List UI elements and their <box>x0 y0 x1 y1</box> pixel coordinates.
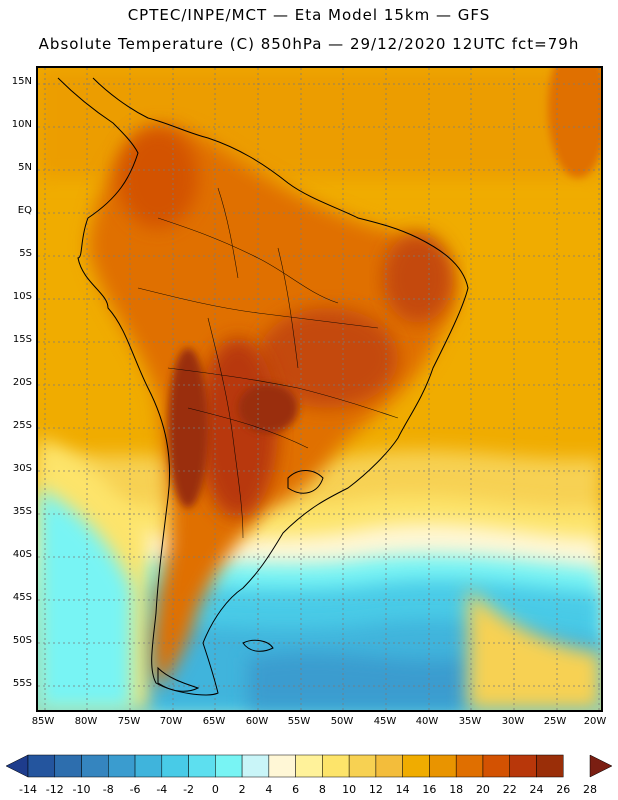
colorbar-label: 28 <box>583 783 597 796</box>
colorbar-cell <box>482 754 510 778</box>
lon-label: 75W <box>117 716 141 727</box>
lon-label: 55W <box>287 716 311 727</box>
colorbar-cell <box>322 754 350 778</box>
lon-label: 35W <box>458 716 482 727</box>
lon-label: 80W <box>74 716 98 727</box>
lon-label: 65W <box>202 716 226 727</box>
colorbar-label: -12 <box>45 783 64 796</box>
colorbar-label: 12 <box>368 783 383 796</box>
colorbar-cell <box>134 754 163 778</box>
colorbar-cell <box>241 754 270 778</box>
colorbar-cell <box>161 754 189 778</box>
map-grid <box>38 68 601 710</box>
colorbar-label: -8 <box>102 783 114 796</box>
lat-label: 35S <box>12 506 32 517</box>
lon-label: 40W <box>415 716 439 727</box>
colorbar-label: 8 <box>318 783 326 796</box>
coastline <box>57 77 469 696</box>
lon-label: 50W <box>330 716 354 727</box>
colorbar-label: 22 <box>502 783 517 796</box>
lat-label: 20S <box>12 377 32 388</box>
colorbar-label: 6 <box>292 783 300 796</box>
colorbar-cell <box>215 754 243 778</box>
lon-label: 45W <box>373 716 397 727</box>
colorbar-cell <box>348 754 377 778</box>
colorbar-low-arrow <box>6 754 29 778</box>
colorbar <box>6 754 612 778</box>
colorbar-label: 16 <box>422 783 437 796</box>
colorbar-label: 14 <box>395 783 410 796</box>
colorbar-cell <box>536 754 564 778</box>
colorbar-label: 10 <box>342 783 357 796</box>
lon-label: 85W <box>31 716 55 727</box>
lon-label: 30W <box>501 716 525 727</box>
lat-label: 55S <box>12 678 32 689</box>
colorbar-label: -6 <box>129 783 141 796</box>
lat-label: EQ <box>17 205 32 216</box>
colorbar-cell <box>429 754 457 778</box>
colorbar-label: -14 <box>19 783 37 796</box>
colorbar-cells <box>27 754 564 778</box>
lat-label: 50S <box>12 635 32 646</box>
colorbar-label: -10 <box>72 783 91 796</box>
lat-label: 5S <box>19 248 32 259</box>
lat-label: 40S <box>12 549 32 560</box>
colorbar-label: 26 <box>556 783 571 796</box>
lon-label: 60W <box>245 716 269 727</box>
lat-label: 30S <box>12 463 32 474</box>
colorbar-cell <box>509 754 537 778</box>
colorbar-label: 0 <box>211 783 219 796</box>
colorbar-label: 2 <box>238 783 246 796</box>
field-sa-tongue <box>468 588 601 710</box>
colorbar-cell <box>295 754 323 778</box>
temperature-map <box>36 66 603 712</box>
lat-label: 5N <box>18 162 32 173</box>
lat-label: 10S <box>12 291 32 302</box>
land-hot-ne-brazil <box>383 233 453 323</box>
colorbar-cell <box>81 754 109 778</box>
colorbar-cell <box>455 754 484 778</box>
field-ne-hot <box>548 68 601 178</box>
lon-label: 20W <box>583 716 607 727</box>
colorbar-label: -2 <box>183 783 195 796</box>
colorbar-high-arrow <box>589 754 612 778</box>
colorbar-cell <box>27 754 56 778</box>
colorbar-label: -4 <box>156 783 168 796</box>
country-borders <box>137 187 399 539</box>
chart-subtitle: Absolute Temperature (C) 850hPa — 29/12/… <box>38 35 580 53</box>
colorbar-cell <box>375 754 403 778</box>
lon-label: 25W <box>543 716 567 727</box>
field-band-m6 <box>248 653 468 710</box>
colorbar-label: 4 <box>265 783 273 796</box>
lat-label: 15S <box>12 334 32 345</box>
chart-title: CPTEC/INPE/MCT — Eta Model 15km — GFS <box>127 6 491 24</box>
lat-label: 25S <box>12 420 32 431</box>
colorbar-label: 18 <box>449 783 464 796</box>
colorbar-cell <box>188 754 216 778</box>
map-svg <box>38 68 601 710</box>
colorbar-cell <box>402 754 430 778</box>
colorbar-label: 24 <box>529 783 544 796</box>
colorbar-cell <box>54 754 82 778</box>
colorbar-cell <box>268 754 296 778</box>
lat-label: 45S <box>12 592 32 603</box>
land-hot-brazil <box>258 308 398 408</box>
field-pacific-cold <box>38 488 133 710</box>
lat-label: 15N <box>11 76 32 87</box>
colorbar-label: 20 <box>475 783 490 796</box>
colorbar-cell <box>108 754 136 778</box>
lon-label: 70W <box>159 716 183 727</box>
land-very-hot-paraguay <box>238 383 298 433</box>
lat-label: 10N <box>11 119 32 130</box>
